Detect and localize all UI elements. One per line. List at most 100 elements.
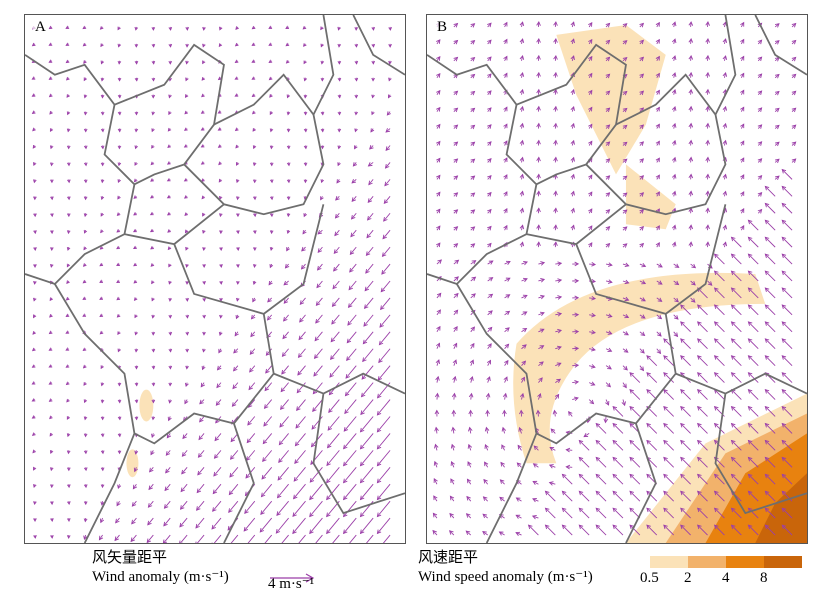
wind-arrow	[199, 399, 205, 405]
wind-arrow	[49, 432, 54, 437]
wind-arrow	[48, 59, 53, 63]
wind-arrow	[774, 73, 780, 79]
wind-arrow	[117, 179, 121, 184]
wind-arrow	[605, 192, 611, 197]
wind-arrow	[764, 304, 776, 316]
wind-arrow	[629, 456, 641, 468]
wind-arrow	[449, 495, 455, 502]
wind-arrow	[182, 433, 188, 440]
wind-arrow	[264, 382, 273, 392]
wind-arrow	[31, 93, 36, 97]
wind-arrow	[436, 191, 441, 197]
wind-arrow	[201, 77, 206, 81]
wind-arrow	[713, 270, 725, 282]
wind-arrow	[249, 365, 256, 373]
wind-arrow	[433, 495, 438, 502]
wind-arrow	[436, 56, 441, 62]
wind-arrow	[351, 196, 357, 202]
wind-arrow	[250, 331, 256, 338]
wind-arrow	[334, 212, 340, 219]
wind-arrow	[376, 416, 391, 433]
wind-arrow	[680, 456, 691, 468]
wind-arrow	[165, 450, 171, 456]
wind-arrow	[262, 450, 273, 462]
wind-arrow	[639, 56, 645, 62]
wind-arrow	[519, 173, 525, 180]
wind-arrow	[740, 157, 745, 163]
wind-arrow	[329, 365, 340, 378]
wind-arrow	[730, 422, 742, 434]
wind-arrow	[360, 399, 374, 416]
wind-arrow	[791, 90, 797, 96]
wind-arrow	[386, 111, 391, 116]
wind-arrow	[730, 389, 742, 400]
wind-arrow	[211, 534, 222, 543]
wind-arrow	[713, 439, 725, 451]
wind-arrow	[757, 158, 763, 163]
wind-arrow	[487, 22, 492, 28]
wind-arrow	[168, 280, 172, 285]
wind-arrow	[198, 433, 205, 441]
wind-arrow	[436, 157, 441, 163]
wind-arrow	[162, 534, 171, 543]
wind-arrow	[163, 500, 171, 509]
wind-arrow	[286, 213, 291, 218]
wind-arrow	[570, 89, 575, 95]
wind-arrow	[236, 247, 240, 252]
boundary-line	[134, 313, 275, 445]
wind-arrow	[595, 422, 607, 434]
wind-arrow	[48, 347, 53, 351]
wind-arrow	[730, 270, 742, 282]
wind-arrow	[622, 124, 628, 130]
wind-arrow	[269, 145, 274, 150]
wind-arrow	[150, 450, 155, 456]
wind-arrow	[297, 365, 306, 376]
wind-arrow	[317, 246, 323, 253]
wind-arrow	[320, 145, 325, 150]
wind-arrow	[656, 263, 663, 268]
wind-arrow	[134, 314, 138, 319]
wind-arrow	[671, 241, 677, 248]
wind-arrow	[538, 311, 545, 317]
wind-arrow	[470, 276, 477, 282]
wind-arrow	[168, 399, 172, 404]
wind-arrow	[605, 39, 611, 45]
wind-arrow	[149, 211, 154, 216]
wind-arrow	[470, 124, 476, 130]
wind-arrow	[32, 331, 36, 335]
wind-arrow	[588, 21, 593, 28]
wind-arrow	[168, 60, 173, 65]
wind-arrow	[671, 38, 677, 45]
wind-arrow	[774, 141, 780, 147]
wind-arrow	[234, 331, 239, 337]
wind-arrow	[48, 93, 53, 98]
wind-arrow	[168, 26, 173, 31]
wind-arrow	[639, 262, 647, 268]
wind-arrow	[572, 278, 580, 284]
wind-arrow	[100, 484, 105, 489]
wind-arrow	[83, 128, 88, 133]
wind-arrow	[134, 450, 139, 455]
wind-arrow	[202, 314, 206, 319]
panel-a-label: A	[33, 19, 48, 36]
wind-arrow	[504, 359, 509, 366]
wind-arrow	[595, 524, 607, 536]
wind-arrow	[309, 483, 323, 501]
wind-arrow	[236, 196, 240, 201]
wind-arrow	[130, 534, 137, 543]
wind-arrow	[282, 331, 289, 340]
wind-arrow	[595, 507, 607, 519]
wind-arrow	[612, 439, 624, 451]
wind-arrow	[337, 94, 342, 99]
wind-arrow	[451, 392, 457, 400]
wind-arrow	[66, 467, 71, 472]
wind-arrow	[134, 111, 139, 116]
wind-arrow	[504, 294, 511, 299]
wind-arrow	[349, 534, 357, 543]
boundary-line	[114, 43, 225, 186]
wind-arrow	[764, 321, 776, 333]
wind-arrow	[65, 42, 70, 46]
wind-arrow	[383, 212, 391, 222]
wind-arrow	[331, 314, 340, 325]
wind-arrow	[532, 480, 539, 485]
